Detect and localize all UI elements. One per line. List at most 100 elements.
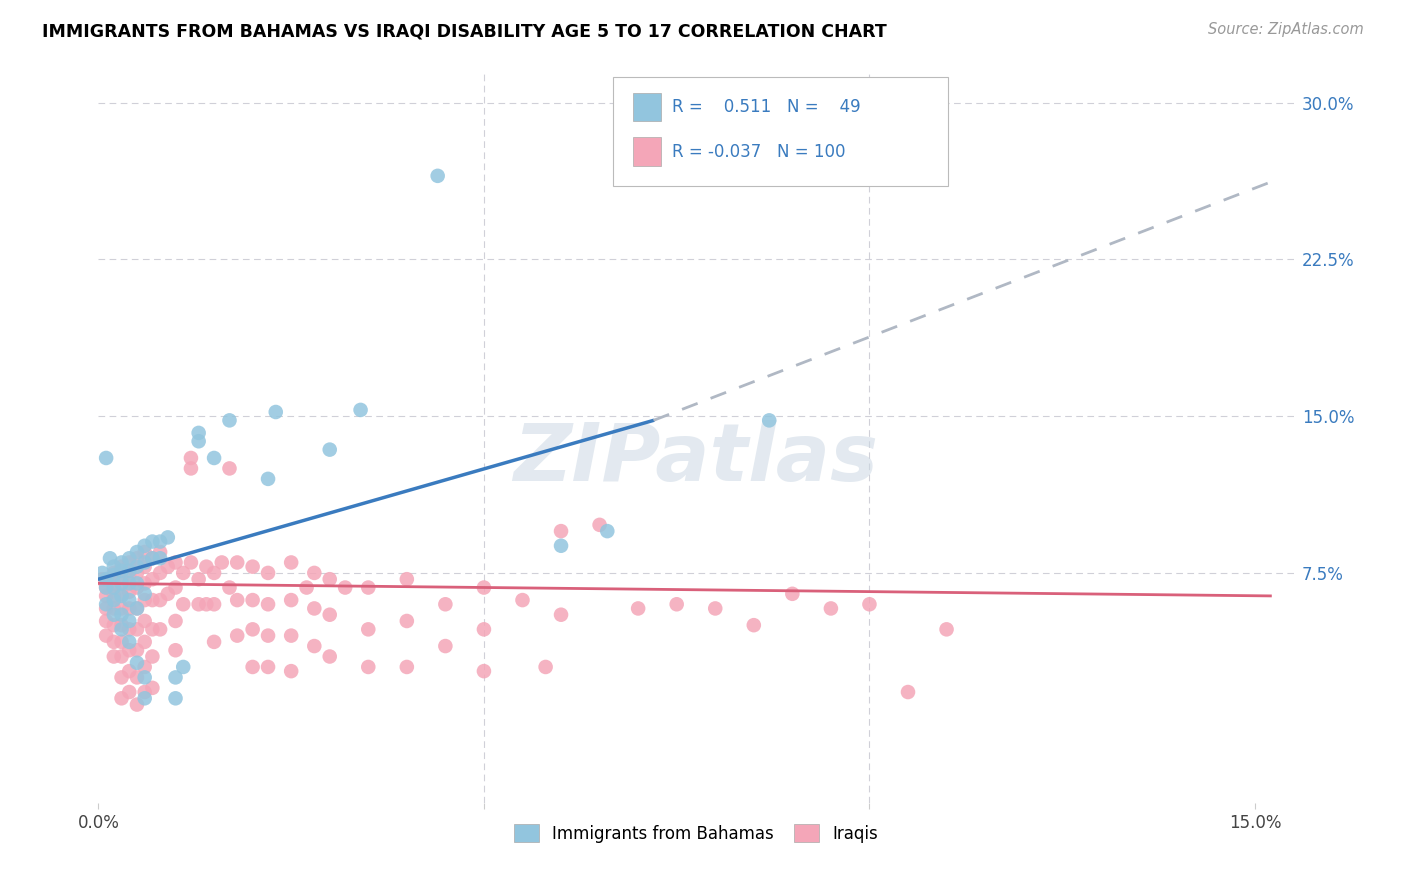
Point (218, 461, 240, 475)
Point (395, 614, 418, 628)
Point (94, 597, 117, 611)
Point (118, 685, 141, 699)
Point (758, 413, 780, 427)
Point (103, 559, 125, 574)
Point (141, 623, 163, 637)
Point (295, 581, 318, 595)
Point (134, 576, 156, 591)
Point (596, 524, 619, 538)
Point (280, 629, 302, 643)
Point (704, 601, 727, 615)
Point (472, 623, 495, 637)
Point (134, 685, 156, 699)
Point (156, 559, 179, 574)
Point (665, 597, 688, 611)
Point (165, 691, 187, 706)
Point (141, 534, 163, 549)
Point (125, 670, 148, 684)
Point (165, 643, 187, 657)
Point (103, 589, 125, 603)
Point (242, 623, 264, 637)
Point (149, 534, 172, 549)
Point (125, 566, 148, 580)
Point (110, 576, 132, 591)
Point (512, 593, 534, 607)
Point (357, 660, 380, 674)
Point (94, 581, 117, 595)
Point (280, 593, 302, 607)
Point (472, 664, 495, 678)
Point (125, 623, 148, 637)
Point (165, 614, 187, 628)
Point (156, 587, 179, 601)
Point (103, 649, 125, 664)
Point (110, 589, 132, 603)
Point (134, 670, 156, 684)
Point (91, 566, 114, 580)
Point (94, 572, 117, 586)
Point (226, 593, 249, 607)
Point (125, 581, 148, 595)
Point (264, 405, 287, 419)
Point (118, 614, 141, 628)
Point (349, 403, 371, 417)
Point (103, 568, 125, 582)
Point (103, 576, 125, 591)
Point (134, 545, 156, 559)
Point (395, 660, 418, 674)
Text: R = -0.037   N = 100: R = -0.037 N = 100 (672, 143, 845, 161)
Point (149, 545, 172, 559)
Point (333, 581, 356, 595)
Point (118, 601, 141, 615)
Point (103, 581, 125, 595)
Point (172, 660, 194, 674)
Text: R =    0.511   N =    49: R = 0.511 N = 49 (672, 98, 860, 116)
Point (94, 450, 117, 465)
Point (226, 556, 249, 570)
Point (242, 660, 264, 674)
Point (118, 664, 141, 678)
Point (304, 601, 326, 615)
Point (202, 566, 225, 580)
Point (118, 564, 141, 578)
Point (125, 643, 148, 657)
Point (141, 572, 163, 586)
Point (395, 572, 418, 586)
Point (110, 670, 132, 684)
Point (118, 556, 141, 570)
Point (110, 618, 132, 632)
Point (110, 601, 132, 615)
Point (125, 601, 148, 615)
Point (110, 556, 132, 570)
Point (187, 572, 209, 586)
Point (103, 635, 125, 649)
Point (180, 556, 202, 570)
Point (257, 566, 280, 580)
Point (149, 593, 172, 607)
Point (550, 607, 572, 622)
Point (180, 461, 202, 475)
Point (149, 566, 172, 580)
Point (134, 559, 156, 574)
Point (118, 635, 141, 649)
Point (141, 649, 163, 664)
Point (94, 614, 117, 628)
Point (172, 597, 194, 611)
Point (242, 559, 264, 574)
Point (319, 607, 342, 622)
Point (134, 691, 156, 706)
Point (103, 618, 125, 632)
Point (257, 629, 280, 643)
Point (134, 587, 156, 601)
Point (426, 169, 449, 183)
Point (304, 639, 326, 653)
Point (118, 551, 141, 566)
Point (257, 660, 280, 674)
Point (103, 593, 125, 607)
Point (141, 551, 163, 566)
Point (472, 581, 495, 595)
Point (134, 635, 156, 649)
Point (94, 581, 117, 595)
Point (110, 623, 132, 637)
Point (94, 601, 117, 615)
